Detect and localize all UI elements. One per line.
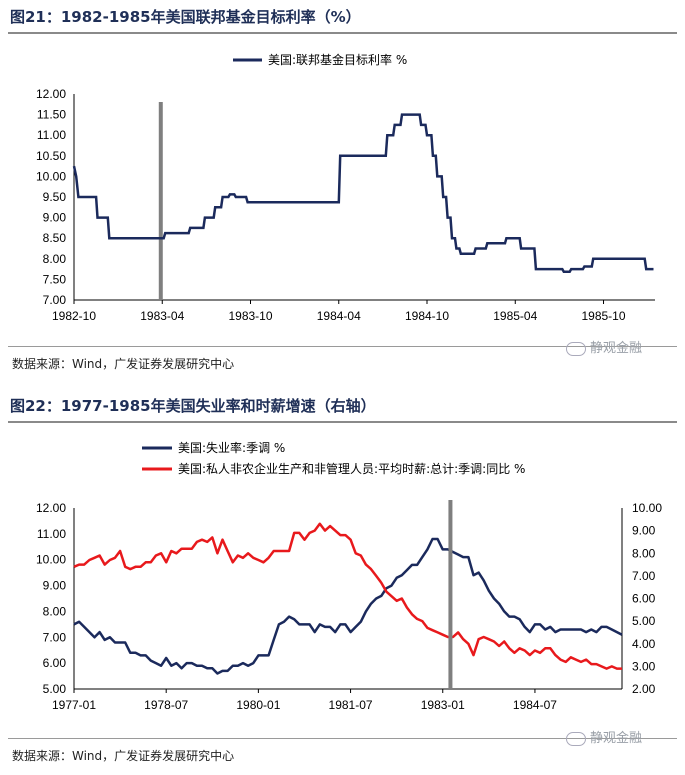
figure1-watermark: 静观金融 <box>566 337 642 356</box>
y-tick-label: 8.50 <box>43 231 67 245</box>
x-tick-label: 1984-04 <box>317 309 361 323</box>
x-tick-label: 1985-04 <box>493 309 537 323</box>
y-right-tick-label: 4.00 <box>632 637 656 651</box>
figure1-title: 图21：1982-1985年美国联邦基金目标利率（%） <box>10 8 361 26</box>
x-tick-label: 1978-07 <box>144 698 188 712</box>
figure1-source: 数据来源：Wind，广发证券发展研究中心 <box>12 357 235 371</box>
y-tick-label: 11.00 <box>37 128 66 142</box>
y-right-tick-label: 10.00 <box>632 501 662 515</box>
y-right-tick-label: 2.00 <box>632 682 656 696</box>
y-tick-label: 11.50 <box>37 108 66 122</box>
y-left-tick-label: 12.00 <box>36 501 66 515</box>
x-tick-label: 1985-10 <box>581 309 625 323</box>
y-tick-label: 7.50 <box>43 272 67 286</box>
y-right-tick-label: 3.00 <box>632 659 656 673</box>
y-tick-label: 10.00 <box>36 169 66 183</box>
y-left-tick-label: 5.00 <box>43 682 67 696</box>
y-left-tick-label: 9.00 <box>43 579 67 593</box>
legend-label: 美国:失业率:季调 % <box>178 440 285 455</box>
y-right-tick-label: 5.00 <box>632 614 656 628</box>
series-line-unemployment <box>73 537 623 675</box>
x-tick-label: 1981-07 <box>329 698 373 712</box>
y-tick-label: 7.00 <box>43 293 67 307</box>
figure1-watermark-text: 静观金融 <box>590 341 643 356</box>
x-tick-label: 1983-04 <box>140 309 184 323</box>
wechat-icon <box>566 731 586 746</box>
figure2-source-rule <box>8 738 677 739</box>
x-tick-label: 1984-07 <box>513 698 557 712</box>
y-tick-label: 9.00 <box>43 211 67 225</box>
y-right-tick-label: 6.00 <box>632 592 656 606</box>
y-tick-label: 8.00 <box>43 252 67 266</box>
y-right-tick-label: 8.00 <box>632 546 656 560</box>
chart1-lines <box>72 102 654 300</box>
chart2-lines <box>73 500 623 689</box>
x-tick-label: 1983-10 <box>228 309 272 323</box>
x-tick-label: 1977-01 <box>52 698 96 712</box>
y-left-tick-label: 10.00 <box>36 553 66 567</box>
legend-label: 美国:联邦基金目标利率 % <box>268 52 407 67</box>
figure1-title-rule <box>8 32 677 34</box>
y-right-tick-label: 7.00 <box>632 569 656 583</box>
y-tick-label: 10.50 <box>36 149 66 163</box>
figure2-title-rule <box>8 421 677 423</box>
figure2-watermark: 静观金融 <box>566 727 642 746</box>
chart2-legend: 美国:失业率:季调 % 美国:私人非农企业生产和非管理人员:平均时薪:总计:季调:… <box>142 440 525 476</box>
y-left-tick-label: 11.00 <box>37 527 66 541</box>
chart1-legend: 美国:联邦基金目标利率 % <box>233 52 407 67</box>
y-right-tick-label: 9.00 <box>632 524 656 538</box>
x-tick-label: 1983-01 <box>421 698 465 712</box>
figure2-source: 数据来源：Wind，广发证券发展研究中心 <box>12 749 235 763</box>
legend-label: 美国:私人非农企业生产和非管理人员:平均时薪:总计:季调:同比 % <box>178 461 525 476</box>
y-left-tick-label: 7.00 <box>43 630 67 644</box>
chart2-axes: 5.00 6.00 7.00 8.00 9.00 10.00 11.00 12.00 2.00 3… <box>36 501 662 712</box>
chart2-svg: 5.00 6.00 7.00 8.00 9.00 10.00 11.00 12.00 2.00 3… <box>36 440 662 712</box>
figure1-source-rule <box>8 346 677 347</box>
figure2-title: 图22：1977-1985年美国失业率和时薪增速（右轴） <box>10 397 376 415</box>
y-left-tick-label: 6.00 <box>43 656 67 670</box>
series-line-fed-funds-rate <box>72 113 654 273</box>
chart1-axes: 7.00 7.50 8.00 8.50 9.00 9.50 10.00 10.50 11.00 1… <box>36 87 655 323</box>
chart1-svg: 7.00 7.50 8.00 8.50 9.00 9.50 10.00 10.50 11.00 1… <box>36 52 655 323</box>
y-left-tick-label: 8.00 <box>43 604 67 618</box>
series-line-hourly-earnings <box>73 522 622 670</box>
figure2-watermark-text: 静观金融 <box>590 731 643 746</box>
y-tick-label: 9.50 <box>43 190 67 204</box>
y-tick-label: 12.00 <box>36 87 66 101</box>
x-tick-label: 1982-10 <box>52 309 96 323</box>
x-tick-label: 1980-01 <box>236 698 280 712</box>
wechat-icon <box>566 341 586 356</box>
x-tick-label: 1984-10 <box>405 309 449 323</box>
